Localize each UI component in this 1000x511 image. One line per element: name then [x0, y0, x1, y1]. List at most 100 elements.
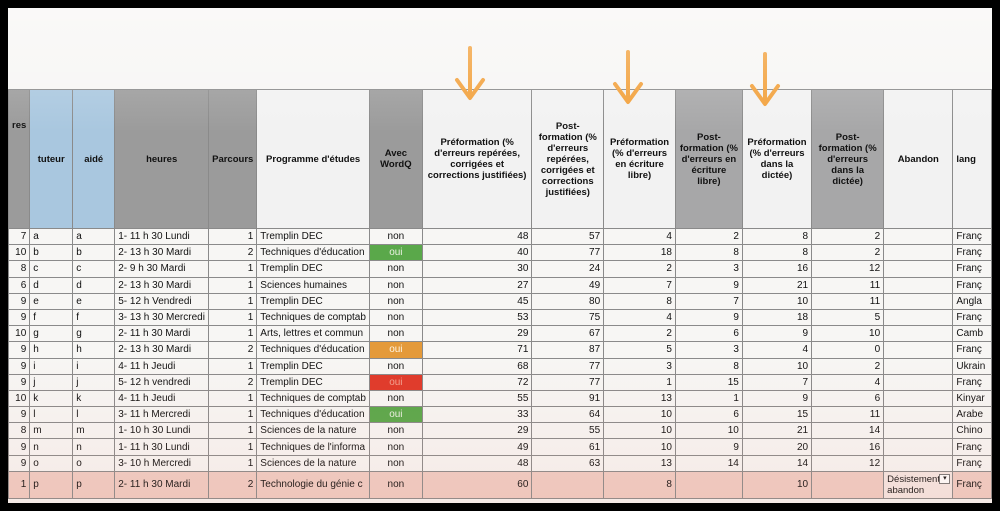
cell-wordq[interactable]: oui: [368, 341, 423, 359]
cell-n[interactable]: 9: [8, 454, 31, 472]
cell-n[interactable]: 9: [8, 406, 31, 424]
cell-p3[interactable]: 8: [741, 227, 813, 246]
cell-tuteur[interactable]: f: [29, 308, 74, 327]
cell-q3[interactable]: 16: [811, 438, 885, 456]
cell-abandon[interactable]: [883, 292, 954, 310]
cell-q3[interactable]: 11: [811, 406, 885, 424]
cell-parcours[interactable]: 1: [208, 389, 258, 408]
cell-p3[interactable]: 21: [741, 276, 813, 294]
cell-heures[interactable]: 3- 13 h 30 Mercredi: [114, 308, 210, 327]
column-header[interactable]: Post-formation (% d'erreurs en écriture …: [674, 89, 743, 229]
cell-p3[interactable]: 14: [741, 454, 813, 472]
cell-parcours[interactable]: 1: [208, 260, 258, 278]
cell-q1[interactable]: 80: [531, 292, 605, 310]
column-header[interactable]: res: [8, 89, 31, 229]
cell-p2[interactable]: 10: [603, 422, 676, 440]
cell-q2[interactable]: 6: [674, 325, 743, 343]
cell-n[interactable]: 9: [8, 308, 31, 327]
cell-q2[interactable]: 3: [674, 260, 743, 278]
dropdown-arrow-icon[interactable]: ▾: [939, 473, 951, 484]
column-header[interactable]: heures: [114, 89, 210, 229]
cell-heures[interactable]: 2- 11 h 30 Mardi: [114, 470, 210, 499]
cell-programme[interactable]: Sciences de la nature: [256, 454, 370, 472]
cell-q1[interactable]: 91: [531, 389, 605, 408]
cell-n[interactable]: 10: [8, 325, 31, 343]
cell-p2[interactable]: 18: [603, 244, 676, 262]
cell-aide[interactable]: l: [72, 406, 116, 424]
cell-parcours[interactable]: 1: [208, 325, 258, 343]
column-header[interactable]: tuteur: [29, 89, 74, 229]
cell-programme[interactable]: Techniques de comptab: [256, 308, 370, 327]
cell-wordq[interactable]: non: [368, 227, 423, 246]
cell-aide[interactable]: f: [72, 308, 116, 327]
cell-programme[interactable]: Sciences de la nature: [256, 422, 370, 440]
cell-parcours[interactable]: 2: [208, 373, 258, 391]
cell-tuteur[interactable]: b: [29, 244, 74, 262]
cell-q3[interactable]: 2: [811, 244, 885, 262]
cell-abandon[interactable]: [883, 341, 954, 359]
cell-abandon[interactable]: [883, 422, 954, 440]
cell-heures[interactable]: 1- 10 h 30 Lundi: [114, 422, 210, 440]
column-header[interactable]: Post-formation (% d'erreurs repérées, co…: [531, 89, 605, 229]
cell-p1[interactable]: 30: [421, 260, 533, 278]
cell-q1[interactable]: 63: [531, 454, 605, 472]
cell-tuteur[interactable]: c: [29, 260, 74, 278]
cell-heures[interactable]: 4- 11 h Jeudi: [114, 357, 210, 375]
cell-p2[interactable]: 3: [603, 357, 676, 375]
cell-abandon[interactable]: [883, 227, 954, 246]
cell-programme[interactable]: Tremplin DEC: [256, 260, 370, 278]
cell-parcours[interactable]: 1: [208, 406, 258, 424]
cell-p1[interactable]: 72: [421, 373, 533, 391]
cell-p3[interactable]: 4: [741, 341, 813, 359]
cell-n[interactable]: 10: [8, 244, 31, 262]
cell-q2[interactable]: 10: [674, 422, 743, 440]
cell-lang[interactable]: Franç: [952, 373, 992, 391]
cell-q1[interactable]: 55: [531, 422, 605, 440]
cell-heures[interactable]: 4- 11 h Jeudi: [114, 389, 210, 408]
cell-q1[interactable]: 67: [531, 325, 605, 343]
cell-wordq[interactable]: oui: [368, 373, 423, 391]
cell-n[interactable]: 10: [8, 389, 31, 408]
cell-programme[interactable]: Techniques de l'informa: [256, 438, 370, 456]
cell-aide[interactable]: i: [72, 357, 116, 375]
cell-aide[interactable]: k: [72, 389, 116, 408]
cell-n[interactable]: 1: [8, 470, 31, 499]
cell-q2[interactable]: 1: [674, 389, 743, 408]
column-header[interactable]: Préformation (% d'erreurs en écriture li…: [603, 89, 676, 229]
cell-p1[interactable]: 29: [421, 422, 533, 440]
cell-wordq[interactable]: non: [368, 389, 423, 408]
cell-q2[interactable]: 8: [674, 357, 743, 375]
cell-aide[interactable]: p: [72, 470, 116, 499]
cell-tuteur[interactable]: k: [29, 389, 74, 408]
cell-p1[interactable]: 55: [421, 389, 533, 408]
cell-abandon[interactable]: [883, 260, 954, 278]
cell-tuteur[interactable]: p: [29, 470, 74, 499]
cell-parcours[interactable]: 2: [208, 470, 258, 499]
cell-wordq[interactable]: non: [368, 357, 423, 375]
column-header[interactable]: Préformation (% d'erreurs dans la dictée…: [741, 89, 813, 229]
cell-p3[interactable]: 16: [741, 260, 813, 278]
cell-programme[interactable]: Tremplin DEC: [256, 227, 370, 246]
cell-abandon[interactable]: [883, 373, 954, 391]
cell-heures[interactable]: 5- 12 h Vendredi: [114, 292, 210, 310]
cell-q3[interactable]: 12: [811, 260, 885, 278]
cell-programme[interactable]: Tremplin DEC: [256, 292, 370, 310]
cell-aide[interactable]: d: [72, 276, 116, 294]
cell-q3[interactable]: 12: [811, 454, 885, 472]
cell-abandon[interactable]: [883, 325, 954, 343]
cell-n[interactable]: 9: [8, 292, 31, 310]
cell-q1[interactable]: [531, 470, 605, 499]
cell-p2[interactable]: 7: [603, 276, 676, 294]
cell-p3[interactable]: 10: [741, 357, 813, 375]
cell-programme[interactable]: Tremplin DEC: [256, 373, 370, 391]
column-header[interactable]: Préformation (% d'erreurs repérées, corr…: [421, 89, 533, 229]
cell-abandon[interactable]: [883, 454, 954, 472]
cell-p1[interactable]: 49: [421, 438, 533, 456]
column-header[interactable]: lang: [952, 89, 992, 229]
cell-heures[interactable]: 2- 9 h 30 Mardi: [114, 260, 210, 278]
cell-q2[interactable]: 3: [674, 341, 743, 359]
cell-tuteur[interactable]: j: [29, 373, 74, 391]
cell-q3[interactable]: 0: [811, 341, 885, 359]
cell-wordq[interactable]: non: [368, 308, 423, 327]
cell-q1[interactable]: 24: [531, 260, 605, 278]
